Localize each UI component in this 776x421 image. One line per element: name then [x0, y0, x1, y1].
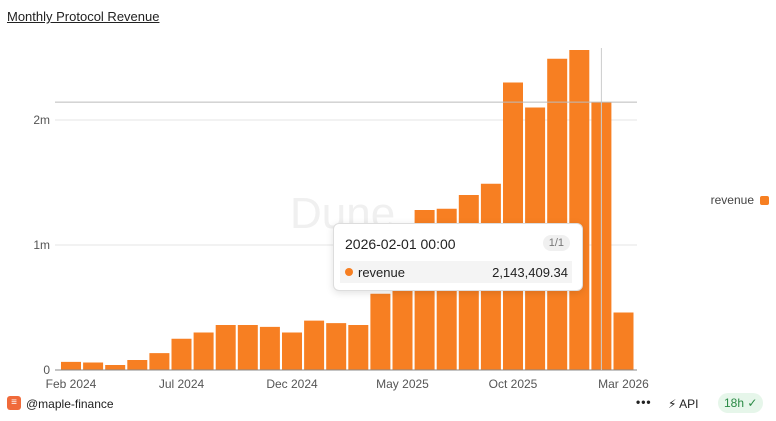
refresh-badge[interactable]: 18h ✓	[718, 393, 764, 413]
bar	[105, 365, 126, 370]
bar	[569, 50, 590, 370]
bar	[193, 332, 214, 370]
tooltip-value: 2,143,409.34	[492, 264, 568, 280]
more-options-button[interactable]: •••	[636, 395, 652, 409]
footer: ≡ @maple-finance ••• ⚡︎ API 18h ✓	[0, 393, 776, 415]
tooltip: 2026-02-01 00:00 1/1 revenue 2,143,409.3…	[333, 223, 583, 291]
legend-label: revenue	[710, 193, 754, 207]
x-tick-label: May 2025	[376, 377, 429, 391]
plug-icon: ⚡︎	[668, 397, 677, 411]
check-circle-icon: ✓	[747, 396, 758, 410]
bar	[127, 360, 148, 370]
bar	[370, 293, 391, 370]
tooltip-page: 1/1	[542, 235, 570, 251]
legend-swatch	[760, 195, 769, 205]
tooltip-series: revenue	[358, 264, 405, 280]
bar	[282, 332, 302, 370]
x-tick-label: Jul 2024	[159, 377, 205, 391]
bar	[547, 58, 568, 370]
owner-link[interactable]: @maple-finance	[26, 397, 114, 411]
x-tick-label: Feb 2024	[46, 377, 97, 391]
bar	[215, 325, 236, 370]
bar	[149, 353, 170, 370]
api-button[interactable]: ⚡︎ API	[668, 397, 698, 411]
bar	[326, 323, 347, 370]
y-tick-label: 1m	[33, 238, 50, 252]
dune-logo-icon: ≡	[7, 396, 21, 410]
bar	[83, 362, 104, 370]
badge-label: 18h	[724, 396, 745, 410]
x-tick-label: Oct 2025	[489, 377, 538, 391]
chart-title[interactable]: Monthly Protocol Revenue	[7, 9, 160, 24]
bar	[237, 325, 258, 370]
tooltip-date: 2026-02-01 00:00	[345, 236, 456, 252]
series-dot-icon	[345, 268, 353, 276]
bar	[61, 361, 81, 370]
bar	[304, 320, 325, 370]
tooltip-row: revenue 2,143,409.34	[340, 261, 572, 283]
y-tick-label: 2m	[33, 113, 50, 127]
legend[interactable]: revenue	[711, 193, 769, 207]
x-tick-label: Dec 2024	[266, 377, 318, 391]
bar	[613, 312, 634, 370]
bar	[171, 338, 192, 370]
api-label: API	[679, 397, 699, 411]
x-tick-label: Mar 2026	[598, 377, 649, 391]
bar	[259, 326, 280, 370]
bar	[348, 325, 369, 370]
y-tick-label: 0	[43, 363, 50, 377]
